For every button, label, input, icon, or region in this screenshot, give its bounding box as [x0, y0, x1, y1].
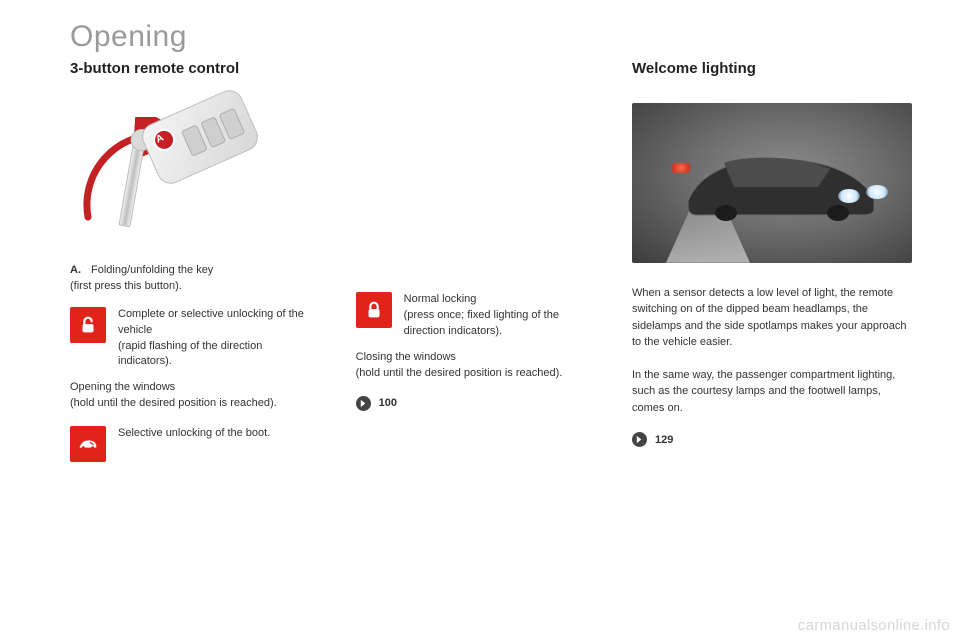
lock-icon [356, 292, 392, 328]
marker-a-icon: A [154, 132, 165, 145]
taillight-icon [672, 163, 690, 173]
spacer [356, 60, 588, 292]
col-welcome: Welcome lighting When a sensor detects a… [632, 60, 912, 472]
page-ref-icon [632, 432, 647, 447]
manual-page: Opening 3-button remote control A [0, 0, 960, 640]
item-a-text: Folding/unfolding the key (first press t… [70, 264, 213, 292]
unlock-text: Complete or selective unlocking of the v… [118, 307, 312, 371]
remote-heading: 3-button remote control [70, 60, 312, 79]
boot-text: Selective unlocking of the boot. [118, 426, 270, 462]
unlock-row: Complete or selective unlocking of the v… [70, 307, 312, 371]
welcome-lighting-figure [632, 103, 912, 263]
boot-icon [70, 426, 106, 462]
page-ref-welcome: 129 [632, 432, 912, 447]
car-silhouette-icon [680, 147, 880, 223]
headlight-icon [838, 189, 860, 203]
welcome-p2: In the same way, the passenger compartme… [632, 367, 912, 417]
welcome-p1: When a sensor detects a low level of lig… [632, 285, 912, 351]
lock-text: Normal locking (press once; fixed lighti… [404, 292, 588, 340]
col-remote-left: 3-button remote control A A.F [70, 60, 312, 472]
lock-row: Normal locking (press once; fixed lighti… [356, 292, 588, 340]
close-windows-text: Closing the windows (hold until the desi… [356, 350, 588, 382]
key-fob-figure: A [70, 95, 250, 235]
item-a: A.Folding/unfolding the key (first press… [70, 263, 312, 295]
key-fob-icon: A [138, 86, 263, 188]
open-windows-text: Opening the windows (hold until the desi… [70, 380, 312, 412]
col-remote-right: Normal locking (press once; fixed lighti… [356, 60, 588, 472]
headlight-icon [866, 185, 888, 199]
item-a-label: A. [70, 264, 81, 276]
boot-row: Selective unlocking of the boot. [70, 426, 312, 462]
unlock-icon [70, 307, 106, 343]
page-title: Opening [70, 20, 912, 54]
welcome-heading: Welcome lighting [632, 60, 912, 79]
page-ref-remote: 100 [356, 396, 588, 411]
watermark: carmanualsonline.info [798, 617, 950, 634]
columns: 3-button remote control A A.F [70, 60, 912, 472]
page-ref-icon [356, 396, 371, 411]
page-ref-welcome-num: 129 [655, 434, 673, 446]
page-ref-remote-num: 100 [379, 397, 397, 409]
